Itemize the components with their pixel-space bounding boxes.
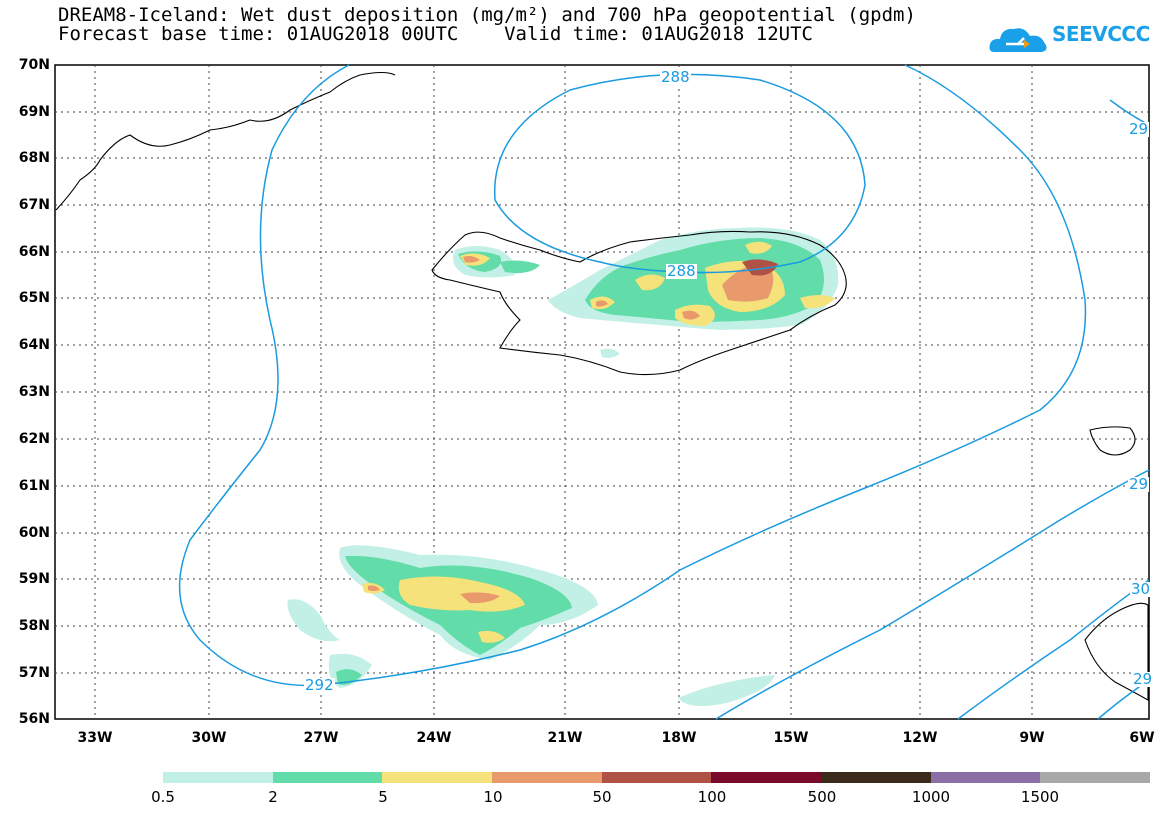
map-subtitle-times: Forecast base time: 01AUG2018 00UTC Vali… xyxy=(58,23,813,45)
lat-label-63n: 63N xyxy=(18,384,50,400)
lat-label-69n: 69N xyxy=(18,104,50,120)
legend-label-2: 2 xyxy=(268,788,278,806)
lon-label-12w: 12W xyxy=(902,730,938,746)
lat-label-67n: 67N xyxy=(18,197,50,213)
geopotential-contours xyxy=(178,64,1150,720)
lat-label-66n: 66N xyxy=(18,244,50,260)
legend-swatch-3 xyxy=(382,772,493,783)
lon-label-27w: 27W xyxy=(303,730,339,746)
legend-label-500: 500 xyxy=(807,788,837,806)
contour-label-30: 30 xyxy=(1130,580,1152,598)
lat-label-65n: 65N xyxy=(18,290,50,306)
legend-label-5: 5 xyxy=(378,788,388,806)
legend-swatch-7 xyxy=(821,772,931,783)
lat-label-57n: 57N xyxy=(18,665,50,681)
lon-label-15w: 15W xyxy=(773,730,809,746)
lon-label-24w: 24W xyxy=(416,730,452,746)
contour-label-29-se: 29 xyxy=(1132,670,1154,688)
contour-label-29-e: 29 xyxy=(1128,475,1150,493)
dust-deposition-south xyxy=(287,545,775,707)
lon-label-30w: 30W xyxy=(191,730,227,746)
logo-text: SEEVCCC xyxy=(1052,22,1150,46)
contour-label-288-south: 288 xyxy=(666,262,697,280)
legend-label-1500: 1500 xyxy=(1020,788,1060,806)
lat-label-58n: 58N xyxy=(18,618,50,634)
lat-label-56n: 56N xyxy=(18,711,50,727)
contour-label-29-ne: 29 xyxy=(1128,120,1150,138)
lon-label-21w: 21W xyxy=(547,730,583,746)
lat-label-62n: 62N xyxy=(18,431,50,447)
coastlines xyxy=(55,71,1149,701)
lat-label-61n: 61N xyxy=(18,478,50,494)
lon-label-6w: 6W xyxy=(1129,730,1155,746)
graticule xyxy=(55,65,1149,719)
lon-label-18w: 18W xyxy=(661,730,697,746)
lon-label-9w: 9W xyxy=(1019,730,1045,746)
seevccc-cloud-icon xyxy=(989,28,1047,52)
lon-label-33w: 33W xyxy=(77,730,113,746)
contour-label-292: 292 xyxy=(304,676,335,694)
dust-deposition-iceland xyxy=(452,227,839,358)
contour-label-288-north: 288 xyxy=(660,68,691,86)
legend-label-100: 100 xyxy=(697,788,727,806)
legend-label-50: 50 xyxy=(592,788,612,806)
legend-swatch-5 xyxy=(601,772,712,783)
legend-label-0-5: 0.5 xyxy=(151,788,175,806)
lat-label-64n: 64N xyxy=(18,337,50,353)
legend-swatch-2 xyxy=(272,772,383,783)
legend-swatch-9 xyxy=(1040,772,1151,783)
legend-label-1000: 1000 xyxy=(911,788,951,806)
legend-swatch-6 xyxy=(711,772,822,783)
legend-label-10: 10 xyxy=(483,788,503,806)
lat-label-70n: 70N xyxy=(18,57,50,73)
lat-label-59n: 59N xyxy=(18,571,50,587)
lat-label-68n: 68N xyxy=(18,150,50,166)
lat-label-60n: 60N xyxy=(18,525,50,541)
legend-swatch-4 xyxy=(492,772,602,783)
map-title: DREAM8-Iceland: Wet dust deposition (mg/… xyxy=(58,4,916,26)
legend-swatch-8 xyxy=(930,772,1041,783)
legend-swatch-1 xyxy=(163,772,273,783)
color-legend xyxy=(163,772,1151,783)
